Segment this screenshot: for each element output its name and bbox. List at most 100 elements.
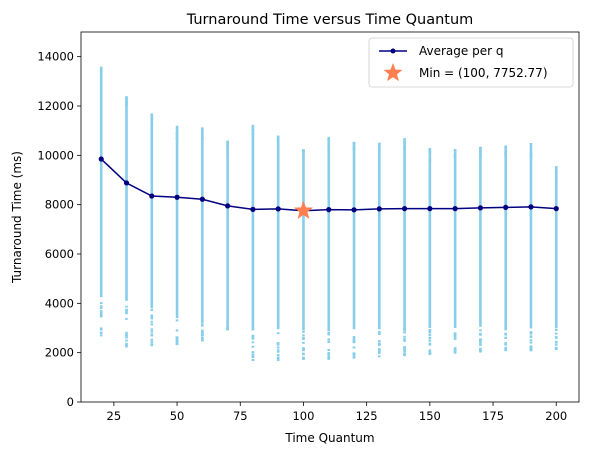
scatter-point xyxy=(554,346,558,349)
scatter-point xyxy=(403,148,406,151)
scatter-point xyxy=(327,341,331,344)
scatter-column xyxy=(479,146,482,353)
scatter-point xyxy=(150,333,154,336)
scatter-point xyxy=(529,349,533,352)
average-point xyxy=(351,207,357,213)
scatter-point xyxy=(150,344,154,347)
scatter-point xyxy=(125,339,128,342)
scatter-point xyxy=(302,357,305,360)
scatter-point xyxy=(529,335,533,338)
scatter-point xyxy=(302,334,305,337)
average-point xyxy=(98,156,104,162)
scatter-layer xyxy=(99,66,558,362)
min-star-marker xyxy=(293,200,313,219)
scatter-point xyxy=(327,352,331,355)
scatter-point xyxy=(226,328,229,331)
scatter-point xyxy=(327,353,331,356)
scatter-point xyxy=(504,154,507,157)
scatter-point xyxy=(125,342,128,345)
scatter-point xyxy=(403,346,406,349)
y-tick-label: 2000 xyxy=(45,346,74,360)
scatter-point xyxy=(352,337,356,340)
scatter-point xyxy=(201,333,204,336)
scatter-point xyxy=(150,315,154,318)
scatter-point xyxy=(302,336,305,339)
scatter-point xyxy=(99,311,103,314)
scatter-point xyxy=(175,137,179,140)
scatter-point xyxy=(150,314,154,317)
scatter-column xyxy=(251,124,255,362)
scatter-point xyxy=(529,346,533,349)
scatter-point xyxy=(453,349,457,352)
scatter-point xyxy=(403,327,406,330)
scatter-point xyxy=(504,342,507,345)
scatter-point xyxy=(251,354,255,357)
scatter-point xyxy=(479,332,482,335)
x-tick-label: 200 xyxy=(545,409,567,423)
scatter-point xyxy=(125,103,128,106)
x-tick-label: 25 xyxy=(107,409,122,423)
scatter-point xyxy=(554,343,558,346)
scatter-point xyxy=(302,153,305,156)
scatter-point xyxy=(125,317,128,320)
scatter-point xyxy=(150,317,154,320)
average-point xyxy=(528,204,534,210)
x-tick-label: 50 xyxy=(170,409,185,423)
plot-frame xyxy=(80,31,580,403)
scatter-point xyxy=(302,341,305,344)
scatter-point xyxy=(453,152,457,155)
scatter-point xyxy=(125,336,128,339)
scatter-point xyxy=(504,349,507,352)
scatter-point xyxy=(554,336,558,339)
scatter-point xyxy=(125,312,128,315)
average-point xyxy=(174,194,180,200)
scatter-point xyxy=(251,359,255,362)
scatter-band xyxy=(403,138,406,328)
scatter-point xyxy=(201,336,204,339)
average-point xyxy=(503,204,509,210)
scatter-point xyxy=(529,331,533,334)
scatter-band xyxy=(529,143,533,327)
scatter-point xyxy=(99,315,103,318)
scatter-point xyxy=(150,328,154,331)
y-tick-label: 12000 xyxy=(37,99,74,113)
scatter-point xyxy=(554,178,558,181)
scatter-point xyxy=(377,155,381,158)
scatter-point xyxy=(302,356,305,359)
scatter-point xyxy=(99,313,103,316)
scatter-point xyxy=(377,331,381,334)
scatter-point xyxy=(327,139,331,142)
scatter-point xyxy=(201,323,204,326)
scatter-band xyxy=(554,166,558,327)
chart-title: Turnaround Time versus Time Quantum xyxy=(186,12,474,28)
scatter-point xyxy=(377,352,381,355)
scatter-point xyxy=(403,331,406,334)
scatter-point xyxy=(99,334,103,337)
scatter-point xyxy=(302,150,305,153)
average-point xyxy=(401,206,408,212)
scatter-point xyxy=(99,328,103,331)
scatter-point xyxy=(428,337,432,340)
scatter-point xyxy=(327,348,331,351)
scatter-point xyxy=(302,349,305,352)
scatter-point xyxy=(403,146,406,149)
scatter-point xyxy=(226,140,229,143)
x-axis-ticks: 25 50 75 100 125 150 175 200 xyxy=(107,402,567,423)
scatter-point xyxy=(352,146,356,149)
scatter-point xyxy=(453,337,457,340)
average-point xyxy=(427,206,433,212)
scatter-point xyxy=(428,350,432,353)
scatter-column xyxy=(276,135,280,362)
average-point xyxy=(225,203,231,209)
scatter-point xyxy=(99,302,103,305)
legend-box xyxy=(368,37,574,88)
scatter-point xyxy=(428,352,432,355)
scatter-point xyxy=(428,349,432,352)
scatter-point xyxy=(302,337,305,340)
scatter-point xyxy=(529,154,533,157)
scatter-point xyxy=(554,332,558,335)
scatter-band xyxy=(327,136,331,330)
scatter-point xyxy=(428,331,432,334)
scatter-point xyxy=(377,333,381,336)
